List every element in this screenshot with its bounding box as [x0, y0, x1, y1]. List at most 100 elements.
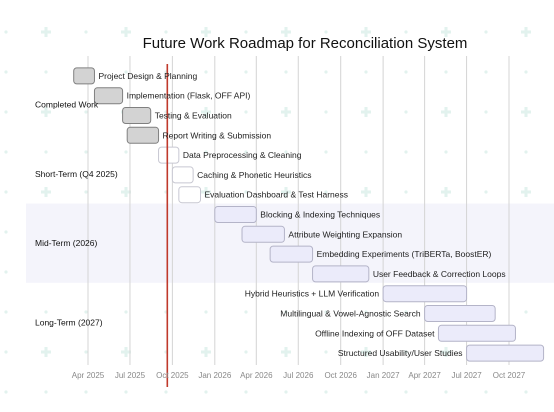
background-dot — [444, 390, 448, 394]
x-tick-label: Apr 2026 — [240, 371, 273, 380]
background-dot — [524, 150, 528, 154]
background-dot — [4, 110, 8, 114]
background-dot — [4, 310, 8, 314]
section-label: Long-Term (2027) — [35, 317, 103, 327]
task-label: Blocking & Indexing Techniques — [260, 210, 380, 220]
task-bar — [437, 324, 516, 342]
task-label: Report Writing & Submission — [163, 130, 272, 140]
background-dot — [404, 310, 408, 314]
background-dot — [284, 310, 288, 314]
background-cross — [201, 107, 211, 117]
background-dot — [4, 30, 8, 34]
background-dot — [324, 390, 328, 394]
background-cross — [121, 347, 131, 357]
background-dot — [324, 70, 328, 74]
background-dot — [524, 390, 528, 394]
background-cross — [201, 27, 211, 37]
task-bar — [126, 126, 160, 144]
background-cross — [281, 347, 291, 357]
x-tick-label: Apr 2027 — [408, 371, 441, 380]
background-dot — [244, 110, 248, 114]
task-label: Multilingual & Vowel-Agnostic Search — [280, 309, 421, 319]
background-dot — [124, 150, 128, 154]
background-dot — [84, 150, 88, 154]
background-dot — [84, 30, 88, 34]
background-dot — [484, 390, 488, 394]
background-dot — [484, 30, 488, 34]
task-label: User Feedback & Correction Loops — [373, 269, 506, 279]
background-dot — [244, 70, 248, 74]
section-label: Short-Term (Q4 2025) — [35, 169, 118, 179]
background-dot — [404, 350, 408, 354]
background-dot — [244, 150, 248, 154]
background-cross — [441, 187, 451, 197]
task-bar — [214, 206, 257, 223]
background-cross — [361, 187, 371, 197]
background-dot — [484, 190, 488, 194]
task-label: Offline Indexing of OFF Dataset — [315, 328, 435, 338]
background-cross — [121, 27, 131, 37]
background-dot — [4, 350, 8, 354]
background-dot — [244, 390, 248, 394]
background-cross — [441, 107, 451, 117]
background-dot — [164, 390, 168, 394]
background-dot — [124, 70, 128, 74]
background-dot — [484, 150, 488, 154]
x-axis: Apr 2025 Jul 2025 Oct 2025 Jan 2026 Apr 2026… — [72, 371, 526, 380]
background-cross — [361, 27, 371, 37]
background-dot — [244, 190, 248, 194]
background-dot — [124, 310, 128, 314]
task-bar — [312, 265, 370, 283]
background-dot — [364, 390, 368, 394]
background-cross — [201, 187, 211, 197]
background-cross — [361, 347, 371, 357]
background-dot — [324, 30, 328, 34]
background-cross — [281, 107, 291, 117]
x-tick-label: Oct 2027 — [493, 371, 526, 380]
background-dot — [524, 310, 528, 314]
x-tick-label: Jul 2026 — [283, 371, 314, 380]
background-dot — [244, 350, 248, 354]
task-label: Hybrid Heuristics + LLM Verification — [245, 289, 380, 299]
background-dot — [484, 110, 488, 114]
background-dot — [404, 110, 408, 114]
background-dot — [84, 110, 88, 114]
background-dot — [324, 190, 328, 194]
task-label: Structured Usability/User Studies — [338, 348, 463, 358]
task-bar — [424, 305, 496, 322]
section-label: Mid-Term (2026) — [35, 238, 98, 248]
task-bar — [241, 225, 285, 243]
task-bar — [93, 87, 124, 105]
x-tick-label: Jan 2027 — [367, 371, 400, 380]
background-dot — [84, 190, 88, 194]
background-cross — [121, 187, 131, 197]
background-cross — [521, 27, 531, 37]
background-dot — [404, 190, 408, 194]
task-label: Implementation (Flask, OFF API) — [127, 91, 251, 101]
background-dot — [204, 150, 208, 154]
task-bar — [122, 107, 152, 124]
task-bars — [73, 67, 545, 362]
background-dot — [404, 30, 408, 34]
background-dot — [484, 70, 488, 74]
background-dot — [4, 70, 8, 74]
chart-title: Future Work Roadmap for Reconciliation S… — [143, 35, 468, 52]
background-dot — [284, 70, 288, 74]
background-dot — [324, 310, 328, 314]
background-dot — [44, 310, 48, 314]
task-bar — [382, 285, 468, 303]
background-dot — [124, 390, 128, 394]
background-dot — [4, 390, 8, 394]
background-cross — [441, 347, 451, 357]
section-band — [26, 203, 554, 283]
background-dot — [4, 270, 8, 274]
background-dot — [444, 150, 448, 154]
background-dot — [324, 350, 328, 354]
section-label: Completed Work — [35, 100, 99, 110]
task-labels: Project Design & Planning Implementation … — [98, 71, 505, 358]
background-dot — [364, 310, 368, 314]
task-label: Testing & Evaluation — [155, 111, 232, 121]
background-dot — [244, 310, 248, 314]
background-cross — [281, 27, 291, 37]
